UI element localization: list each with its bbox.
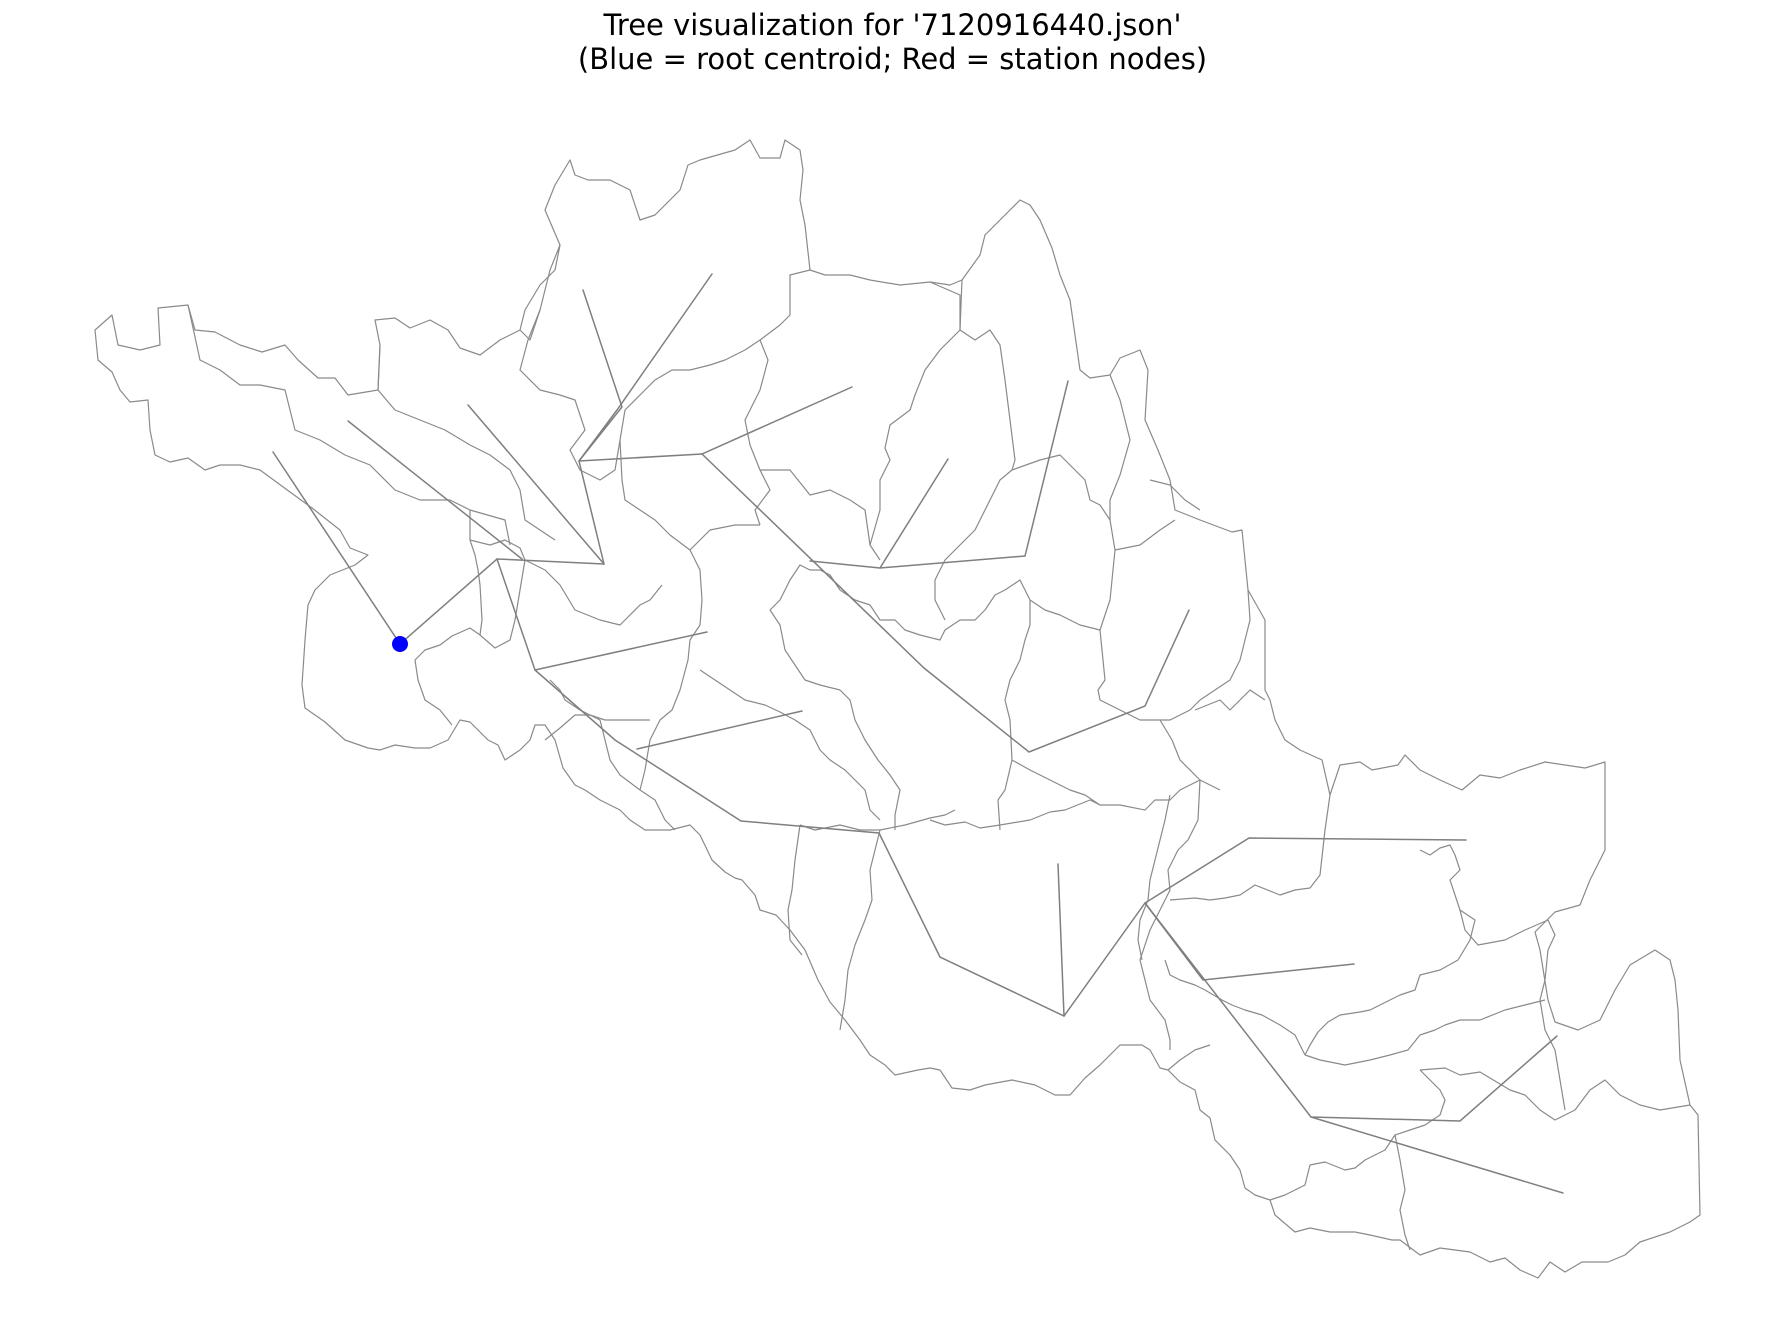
subcatchment-boundary xyxy=(1160,589,1251,721)
subcatchment-boundary xyxy=(1097,629,1221,791)
subcatchment-boundary xyxy=(787,824,803,956)
subcatchment-boundary xyxy=(414,627,481,726)
tree-edge xyxy=(1144,902,1558,1122)
subcatchment-boundary xyxy=(544,714,650,741)
subcatchment-boundaries xyxy=(94,139,1701,1279)
tree-edge xyxy=(879,458,949,569)
subcatchment-boundary xyxy=(744,339,771,526)
tree-edge xyxy=(467,404,605,565)
tree-edge xyxy=(578,273,713,462)
subcatchment-boundary xyxy=(769,609,901,830)
tree-edge xyxy=(534,669,1467,1017)
tree-edges xyxy=(272,273,1564,1194)
subcatchment-boundary xyxy=(1304,999,1546,1066)
tree-edge xyxy=(578,289,623,565)
tree-edge xyxy=(701,453,1190,753)
subcatchment-boundary xyxy=(839,829,881,1031)
subcatchment-boundary xyxy=(377,344,556,541)
subcatchment-boundary xyxy=(1539,949,1566,1111)
subcatchment-boundary xyxy=(1149,479,1201,511)
subcatchment-boundary xyxy=(619,439,760,551)
subcatchment-boundary xyxy=(469,510,483,636)
subcatchment-boundary xyxy=(524,559,663,626)
subcatchment-boundary xyxy=(1269,1069,1446,1201)
tree-edge xyxy=(347,420,523,560)
subcatchment-boundary xyxy=(869,281,961,546)
subcatchment-boundary xyxy=(934,469,1013,621)
subcatchment-boundary xyxy=(997,600,1031,801)
subcatchment-boundary xyxy=(1011,759,1101,806)
subcatchment-boundary xyxy=(519,244,811,481)
figure-title-line-1: Tree visualization for '7120916440.json' xyxy=(603,8,1182,42)
subcatchment-boundary xyxy=(479,559,526,649)
subcatchment-boundary xyxy=(549,679,641,791)
subcatchment-boundary xyxy=(1194,689,1266,711)
subcatchment-boundary xyxy=(997,799,1001,831)
subcatchment-boundary xyxy=(1419,1067,1691,1121)
subcatchment-boundary xyxy=(639,789,676,831)
basin-outline xyxy=(94,139,1701,1279)
tree-edge xyxy=(1057,863,1065,1017)
tree-edge xyxy=(272,451,401,645)
subcatchment-boundary xyxy=(699,669,881,821)
subcatchment-boundary xyxy=(1011,454,1116,631)
subcatchment-boundary xyxy=(929,779,1201,829)
subcatchment-boundary xyxy=(1394,1134,1411,1251)
subcatchment-boundary xyxy=(769,564,1101,641)
tree-edge xyxy=(1144,902,1355,981)
subcatchment-boundary xyxy=(187,304,511,546)
subcatchment-boundary xyxy=(1459,909,1556,951)
tree-edge xyxy=(1310,1116,1564,1194)
subcatchment-boundary xyxy=(959,279,1016,471)
subcatchment-boundary xyxy=(1164,959,1306,1056)
tree-edge xyxy=(496,558,708,671)
subcatchment-boundary xyxy=(1169,794,1331,901)
subcatchment-boundary xyxy=(469,539,526,561)
figure-title-line-2: (Blue = root centroid; Red = station nod… xyxy=(577,42,1208,76)
subcatchment-boundary xyxy=(1167,1044,1211,1071)
figure-title: Tree visualization for '7120916440.json'… xyxy=(0,8,1785,76)
subcatchment-boundary xyxy=(1304,844,1476,1056)
subcatchment-boundary xyxy=(760,469,881,561)
root-centroid-marker xyxy=(392,636,408,652)
subcatchment-boundary xyxy=(1114,519,1176,551)
subcatchment-boundary xyxy=(1109,374,1131,520)
subcatchment-boundary xyxy=(1137,794,1171,961)
subcatchment-boundary xyxy=(519,309,541,341)
subcatchment-boundary xyxy=(639,549,703,791)
tree-edge xyxy=(809,380,1069,569)
subcatchment-boundary xyxy=(1139,779,1201,1050)
tree-edge xyxy=(636,710,803,750)
